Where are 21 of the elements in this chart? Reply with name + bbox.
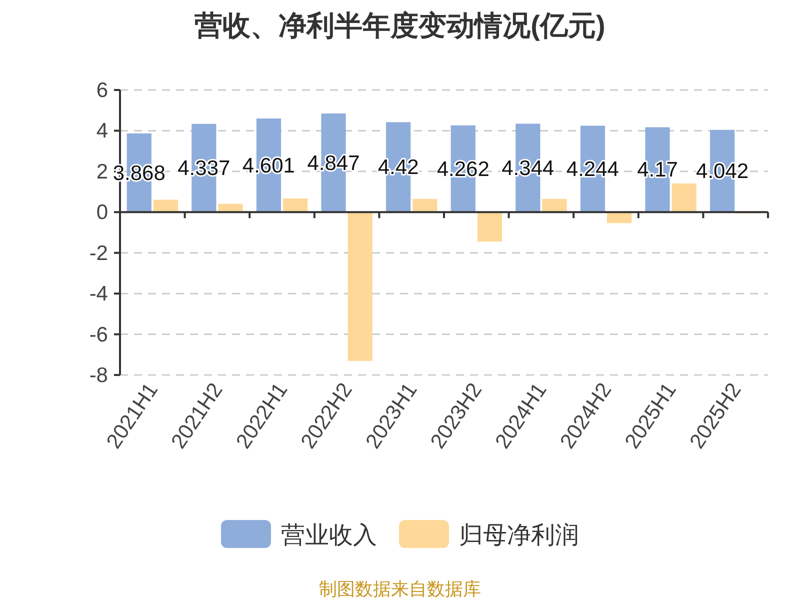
ytick-label: -4 bbox=[89, 282, 108, 306]
ytick-label: -8 bbox=[89, 364, 108, 387]
legend-item: 营业收入 bbox=[221, 520, 377, 549]
data-label: 4.344 bbox=[502, 156, 554, 180]
ytick-label: 0 bbox=[96, 201, 108, 224]
legend-label: 营业收入 bbox=[281, 522, 377, 549]
data-label: 4.042 bbox=[696, 160, 749, 183]
ytick-label: -2 bbox=[89, 242, 108, 265]
ytick-label: 2 bbox=[96, 160, 108, 184]
data-label: 4.337 bbox=[178, 157, 230, 180]
ytick-label: 6 bbox=[96, 79, 108, 102]
title: 营收、净利半年度变动情况(亿元) bbox=[194, 10, 606, 41]
ytick-label: 4 bbox=[96, 120, 108, 143]
legend-label: 归母净利润 bbox=[459, 522, 579, 549]
data-label: 4.244 bbox=[566, 158, 619, 181]
legend-item: 归母净利润 bbox=[399, 520, 579, 549]
data-label: 4.262 bbox=[436, 158, 490, 181]
data-label: 4.847 bbox=[307, 152, 360, 175]
data-label: 4.601 bbox=[242, 154, 295, 178]
annotation: 制图数据来自数据库 bbox=[319, 579, 481, 599]
ytick-label: -6 bbox=[89, 323, 108, 346]
